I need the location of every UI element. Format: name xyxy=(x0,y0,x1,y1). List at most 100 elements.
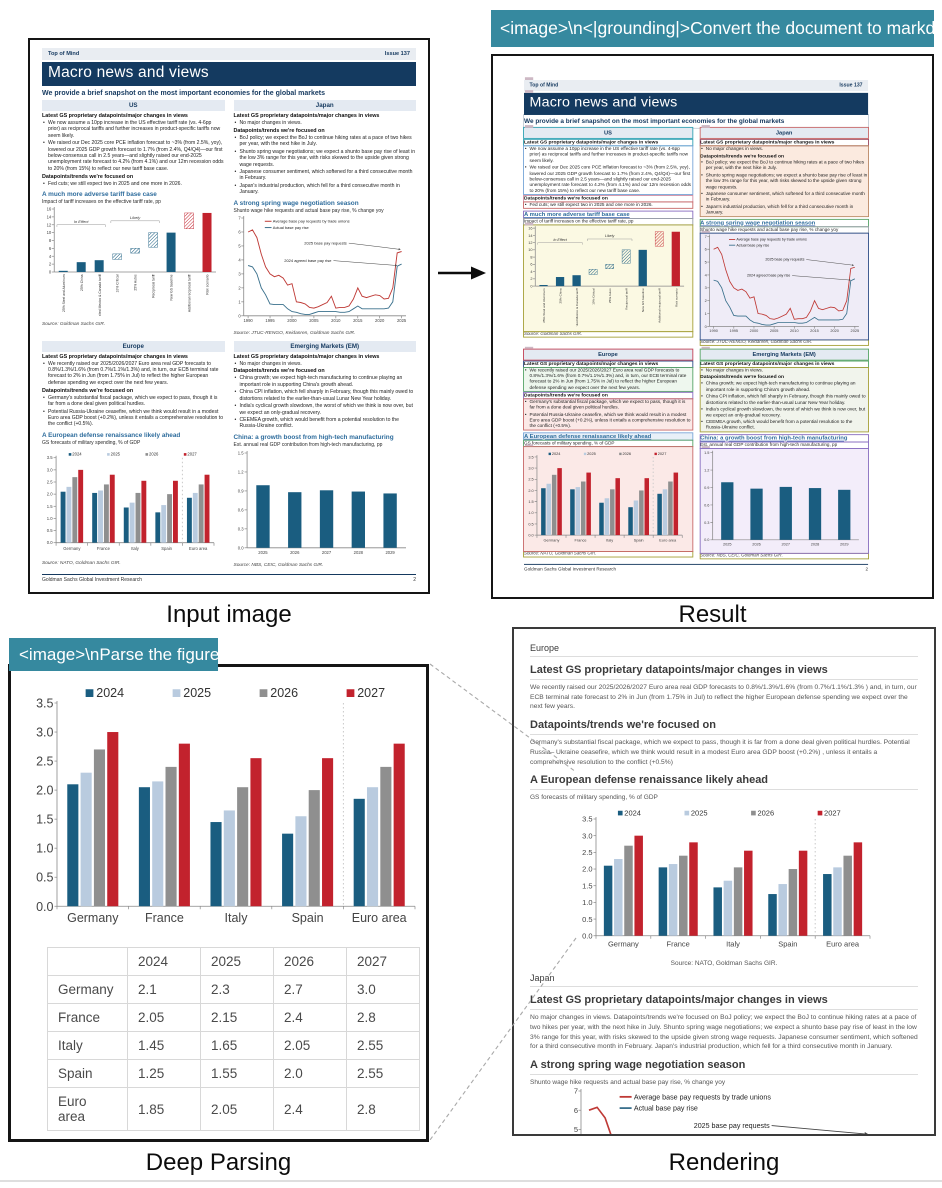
svg-text:Euro area: Euro area xyxy=(826,940,860,949)
table-cell: 1.65 xyxy=(200,1031,274,1060)
bullet: We raised our Dec 2025 core PCE inflatio… xyxy=(42,140,225,172)
svg-text:Euro area: Euro area xyxy=(352,911,407,925)
bullet: China growth; we expect high-tech manufa… xyxy=(234,375,417,388)
europe-heading-datapoints: Datapoints/trends we're focused on xyxy=(523,391,693,399)
svg-text:2027: 2027 xyxy=(321,550,331,555)
result-panel: Top of Mind Issue 137 Macro news and vie… xyxy=(491,54,934,599)
japan-heading-datapoints: Datapoints/trends we're focused on xyxy=(233,127,325,134)
svg-text:1.5: 1.5 xyxy=(528,500,533,504)
page-divider xyxy=(0,1180,942,1182)
svg-text:2025: 2025 xyxy=(691,809,708,818)
defense-chart-subtitle: GS forecasts of military spending, % of … xyxy=(523,439,693,447)
japan-bullets-datapoints: BoJ policy; we expect the BoJ to continu… xyxy=(234,135,417,196)
svg-text:3: 3 xyxy=(704,286,706,290)
svg-text:0.3: 0.3 xyxy=(237,526,243,531)
table-cell: 2.8 xyxy=(346,1003,420,1032)
defense-chart-title: A European defense renaissance likely ah… xyxy=(42,431,181,439)
bullet: We recently raised our 2025/2026/2027 Eu… xyxy=(524,368,692,392)
us-heading-latest: Latest GS proprietary datapoints/major c… xyxy=(523,138,693,147)
svg-text:2025 base pay requests: 2025 base pay requests xyxy=(304,240,347,245)
svg-text:0: 0 xyxy=(704,324,706,328)
bullet: China CPI inflation, which fell sharply … xyxy=(234,389,417,402)
gs-document: Top of Mind Issue 137 Macro news and vie… xyxy=(42,48,416,583)
svg-text:7: 7 xyxy=(574,1088,578,1096)
doc-section-japan: Japan Latest GS proprietary datapoints/m… xyxy=(699,125,869,347)
em-heading-latest: Latest GS proprietary datapoints/major c… xyxy=(233,353,380,360)
doc-masthead: Top of Mind Issue 137 xyxy=(42,48,416,60)
wages-chart-source: Source: JTUC-RENGO, Keidanren, Goldman S… xyxy=(699,339,869,346)
svg-text:2027: 2027 xyxy=(187,451,197,456)
svg-text:4: 4 xyxy=(704,273,707,277)
doc-section-us: US Latest GS proprietary datapoints/majo… xyxy=(523,125,693,347)
tariff-chart: 0 2 4 6 8 10 12 14 16 25% Steel and Aluminum 25% C… xyxy=(42,206,225,321)
caption-input-image: Input image xyxy=(166,601,292,628)
svg-text:2000: 2000 xyxy=(749,329,758,333)
wages-chart-title: A strong spring wage negotiation season xyxy=(699,218,869,227)
svg-text:Germany: Germany xyxy=(544,538,560,542)
table-cell: 1.45 xyxy=(127,1031,201,1060)
svg-text:0.6: 0.6 xyxy=(237,507,243,512)
svg-text:Spain: Spain xyxy=(292,911,324,925)
table-cell: 2.55 xyxy=(346,1031,420,1060)
svg-text:14: 14 xyxy=(528,234,533,238)
table-cell: 2.05 xyxy=(127,1003,201,1032)
svg-text:Actual base pay rise: Actual base pay rise xyxy=(736,243,769,247)
defense-chart-source: Source: NATO, Goldman Sachs GIR. xyxy=(523,550,693,558)
svg-text:1990: 1990 xyxy=(243,318,253,323)
parsed-defense-chart: 0.0 0.5 1.0 1.5 2.0 2.5 3.0 3.5 Germany France Ita… xyxy=(23,679,420,931)
svg-text:1.0: 1.0 xyxy=(528,511,533,515)
doc-section-em: Emerging Markets (EM) Latest GS propriet… xyxy=(699,346,869,560)
svg-text:Risk scenario: Risk scenario xyxy=(206,275,210,295)
rendered-chart-wrap: 0123456719901995200020052010201520202025… xyxy=(530,1088,918,1134)
table-cell: Spain xyxy=(47,1059,128,1088)
svg-text:10: 10 xyxy=(528,248,532,252)
table-cell: Euro area xyxy=(47,1087,128,1131)
caption-rendering: Rendering xyxy=(668,1149,780,1176)
bullet: Germany's substantial fiscal package, wh… xyxy=(42,395,225,408)
doc-masthead-right: Issue 137 xyxy=(384,51,410,57)
svg-text:2027: 2027 xyxy=(824,809,841,818)
svg-text:0.9: 0.9 xyxy=(237,488,243,493)
wages-chart-subtitle: Shunto wage hike requests and actual bas… xyxy=(233,207,384,214)
svg-text:Likely: Likely xyxy=(605,234,616,238)
europe-heading-datapoints: Datapoints/trends we're focused on xyxy=(42,387,134,394)
svg-text:2025 base pay requests: 2025 base pay requests xyxy=(694,1122,770,1130)
table-cell: 2.4 xyxy=(273,1003,347,1032)
svg-text:New GS baseline: New GS baseline xyxy=(641,288,645,312)
svg-text:2024 agreed base pay rise: 2024 agreed base pay rise xyxy=(284,257,332,262)
table-cell: 2.55 xyxy=(346,1059,420,1088)
us-bullets-latest: We now assume a 10pp increase in the US … xyxy=(42,120,225,172)
bullet: India's cyclical growth slowdown, the wo… xyxy=(700,407,868,419)
svg-text:25% China: 25% China xyxy=(559,288,563,303)
svg-text:0.6: 0.6 xyxy=(704,503,709,507)
doc-footer-left: Goldman Sachs Global Investment Research xyxy=(524,566,617,572)
table-cell: 2.0 xyxy=(273,1059,347,1088)
table-cell: 2.15 xyxy=(200,1003,274,1032)
table-cell: 3.0 xyxy=(346,975,420,1004)
svg-text:2026: 2026 xyxy=(752,542,761,546)
svg-text:14: 14 xyxy=(47,215,52,220)
svg-text:2024 agreed base pay rise: 2024 agreed base pay rise xyxy=(747,273,790,277)
svg-text:1.0: 1.0 xyxy=(36,842,53,856)
svg-text:1.5: 1.5 xyxy=(47,504,53,509)
grounding-prompt-banner: <image>\n<|grounding|>Convert the docume… xyxy=(491,10,942,47)
tariff-chart: 0 2 4 6 8 10 12 14 16 25% Steel and Aluminum 25% C… xyxy=(523,222,693,333)
svg-text:Euro area: Euro area xyxy=(659,538,677,542)
svg-text:Spain: Spain xyxy=(778,940,797,949)
svg-text:2010: 2010 xyxy=(790,329,799,333)
svg-text:7: 7 xyxy=(704,234,706,238)
em-text-body: No major changes in views. Datapoints/tr… xyxy=(699,366,869,433)
svg-text:2: 2 xyxy=(530,277,532,281)
svg-text:2.0: 2.0 xyxy=(582,865,592,874)
svg-text:6: 6 xyxy=(49,246,52,251)
em-bullets-datapoints: China growth; we expect high-tech manufa… xyxy=(700,381,868,431)
svg-text:2029: 2029 xyxy=(840,542,849,546)
svg-text:10: 10 xyxy=(47,230,52,235)
svg-text:5: 5 xyxy=(574,1125,578,1134)
doc-footer: Goldman Sachs Global Investment Research… xyxy=(42,573,416,583)
wages-chart-title: A strong spring wage negotiation season xyxy=(233,199,359,207)
japan-bullets-datapoints: BoJ policy; we expect the BoJ to continu… xyxy=(700,160,868,216)
rendered-heading: Japan xyxy=(530,973,918,988)
rendered-src: Source: NATO, Goldman Sachs GIR. xyxy=(670,960,778,968)
